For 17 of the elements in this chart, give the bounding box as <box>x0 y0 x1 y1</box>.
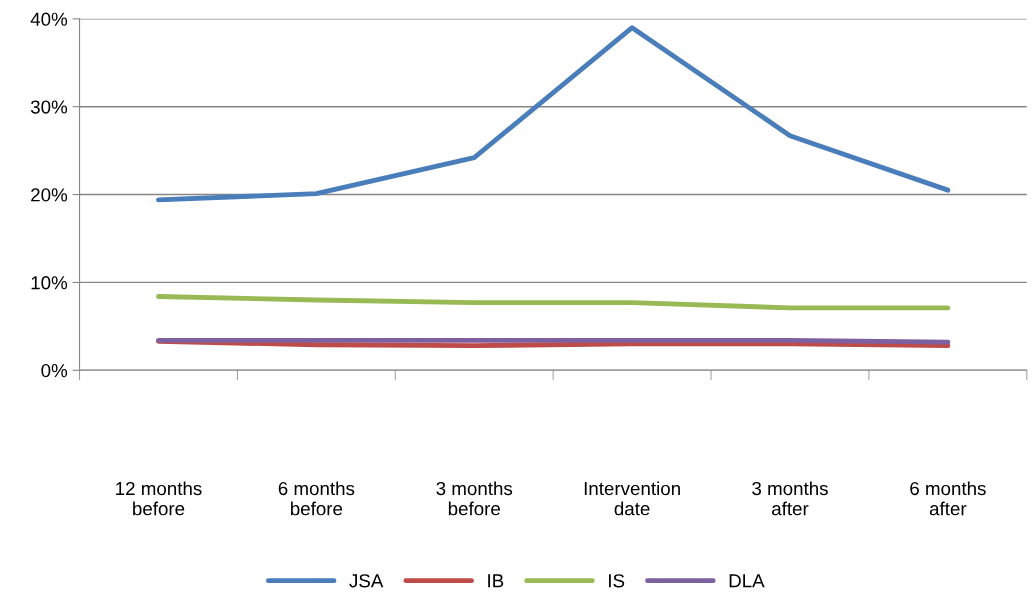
y-tick-label: 0% <box>41 363 68 378</box>
y-tick-label: 10% <box>31 276 68 290</box>
x-tick-label: 3 months after <box>752 481 828 516</box>
x-tick-label: 6 months after <box>910 481 986 516</box>
y-tick-label: 40% <box>30 12 68 26</box>
y-tick-label: 20% <box>31 188 68 202</box>
x-tick-label: 3 months before <box>436 481 513 516</box>
y-tick-label: 30% <box>30 100 68 114</box>
x-tick-label: 6 months before <box>278 481 355 516</box>
legend-label: IS <box>609 574 625 588</box>
legend-label: JSA <box>349 574 384 588</box>
legend-label: DLA <box>729 574 765 588</box>
x-tick-label: 12 months before <box>116 481 202 516</box>
legend-label: IB <box>488 574 504 588</box>
line-series <box>156 294 951 311</box>
line-series <box>156 25 951 203</box>
x-tick-label: Intervention date <box>584 481 680 516</box>
